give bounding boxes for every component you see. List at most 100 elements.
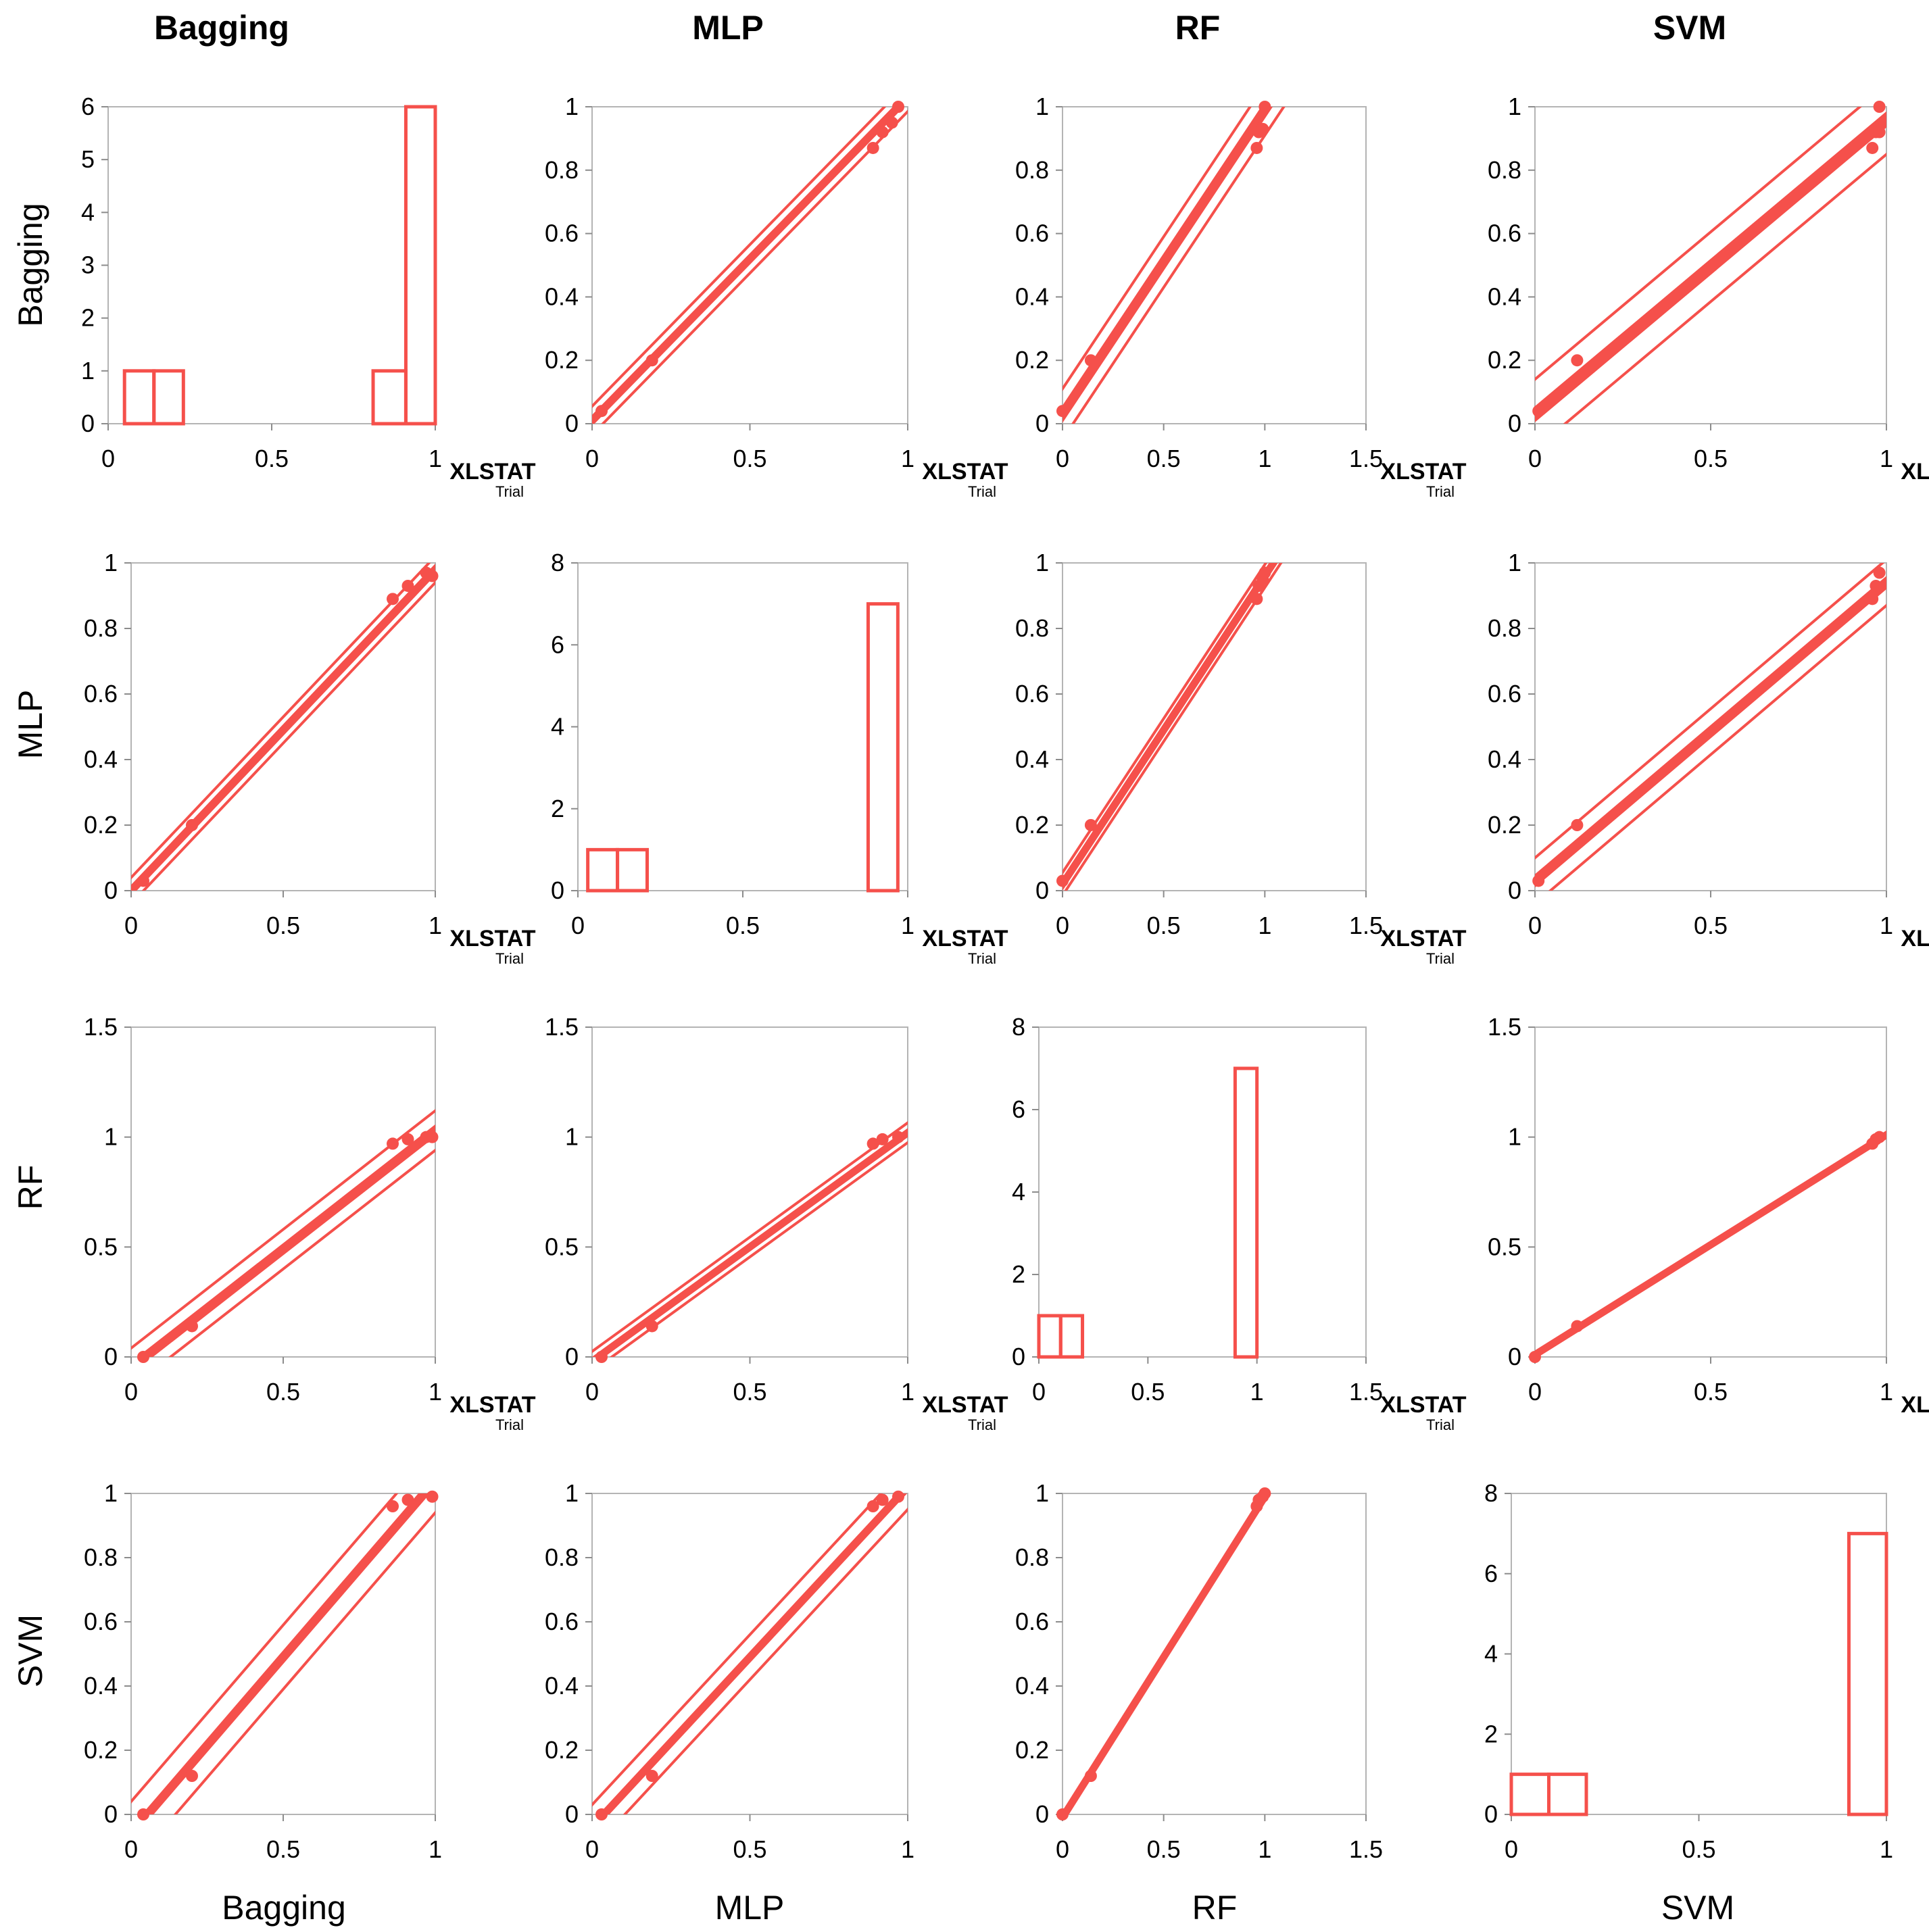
histogram-bar <box>371 369 408 426</box>
y-tick-label: 0 <box>551 876 564 904</box>
y-tick-label: 1 <box>565 1123 579 1151</box>
y-tick-label: 0 <box>104 1343 118 1370</box>
data-point <box>1256 122 1269 135</box>
data-point <box>1873 566 1886 579</box>
y-tick-label: 0 <box>1035 1800 1049 1828</box>
y-tick-label: 8 <box>1012 1013 1025 1041</box>
y-tick-label: 1 <box>104 1123 118 1151</box>
confidence-upper <box>592 107 897 419</box>
y-tick-label: 8 <box>1484 1479 1498 1507</box>
y-tick-label: 1 <box>104 549 118 576</box>
x-tick-label: 1 <box>1258 1835 1271 1863</box>
data-point <box>401 1133 414 1145</box>
confidence-upper <box>1063 1493 1268 1814</box>
y-tick-label: 3 <box>81 251 95 279</box>
plot-frame <box>1038 1026 1367 1358</box>
xlstat-watermark-trial: Trial <box>495 483 524 500</box>
x-tick-label: 0 <box>1056 912 1069 939</box>
x-tick-label: 0 <box>1032 1378 1046 1406</box>
y-tick-label: 6 <box>551 630 564 658</box>
column-titles: Bagging MLP RF SVM <box>154 9 1726 47</box>
data-point <box>866 141 879 154</box>
data-point <box>1873 1131 1886 1143</box>
data-point <box>137 1808 149 1820</box>
prediction-upper <box>1063 1493 1267 1814</box>
x-tick-label: 0 <box>1528 912 1542 939</box>
row-title-svm: SVM <box>11 1614 49 1687</box>
data-point <box>876 1133 889 1145</box>
x-tick-label: 0 <box>101 445 115 472</box>
fit-line <box>592 107 904 424</box>
xlstat-watermark: XLSTAT <box>1380 926 1466 951</box>
y-tick-label: 0.2 <box>1015 811 1049 839</box>
data-point <box>1084 1770 1097 1782</box>
xlstat-watermark-trial: Trial <box>495 1416 524 1433</box>
y-tick-label: 0.2 <box>1015 1736 1049 1764</box>
histogram-bar <box>1058 1314 1085 1359</box>
x-tick-label: 1 <box>1880 912 1893 939</box>
x-tick-label: 0 <box>585 1378 599 1406</box>
data-point <box>186 819 198 831</box>
data-point <box>1259 566 1271 579</box>
data-point <box>645 1320 658 1333</box>
plot-frame <box>577 562 908 891</box>
data-point <box>1259 101 1271 113</box>
y-tick-label: 0.4 <box>1015 282 1049 310</box>
prediction-lower <box>141 580 435 891</box>
prediction-lower <box>1065 1493 1271 1814</box>
plot-frame <box>1062 106 1367 424</box>
y-tick-label: 0 <box>1508 876 1521 904</box>
x-tick-label: 1 <box>901 1835 914 1863</box>
data-point <box>1870 579 1882 592</box>
data-point <box>645 1770 658 1782</box>
histogram-bar <box>1847 1531 1888 1816</box>
data-point <box>426 1490 439 1503</box>
x-tick-label: 0.5 <box>1147 912 1181 939</box>
x-tick-label: 1 <box>1880 445 1893 472</box>
prediction-upper <box>592 1121 908 1354</box>
panel-svm-vs-bagging: 0 0.2 0.4 0.6 0.8 1 0 0.5 1 <box>84 1479 442 1863</box>
y-tick-label: 0.8 <box>545 1543 579 1571</box>
data-point <box>1532 405 1545 418</box>
xlstat-watermark: XLSTAT <box>449 1392 535 1418</box>
plot-frame <box>591 1026 908 1358</box>
prediction-upper <box>131 563 431 880</box>
data-point <box>186 1320 198 1333</box>
y-tick-label: 1.5 <box>84 1013 118 1041</box>
prediction-upper <box>1535 107 1862 381</box>
confidence-upper <box>1535 111 1886 410</box>
y-tick-label: 1 <box>104 1479 118 1507</box>
data-point <box>387 593 399 605</box>
x-tick-label: 0 <box>585 445 599 472</box>
y-tick-label: 0.8 <box>1015 1543 1049 1571</box>
y-tick-label: 2 <box>1012 1260 1025 1288</box>
y-tick-label: 0.8 <box>1015 156 1049 184</box>
x-title-bagging: Bagging <box>222 1889 346 1927</box>
prediction-upper <box>131 1109 435 1350</box>
x-tick-label: 0.5 <box>726 912 760 939</box>
data-point <box>1056 874 1069 887</box>
xlstat-watermark-trial: Trial <box>495 950 524 967</box>
x-tick-label: 1 <box>1258 445 1271 472</box>
histogram-bar <box>1037 1314 1063 1359</box>
column-title-svm: SVM <box>1653 9 1726 47</box>
y-tick-label: 4 <box>81 198 95 226</box>
xlstat-watermark-trial: Trial <box>1426 1416 1455 1433</box>
y-tick-label: 0.5 <box>1488 1233 1521 1260</box>
prediction-lower <box>622 1507 908 1814</box>
confidence-upper <box>131 563 435 889</box>
x-tick-label: 0.5 <box>1694 912 1728 939</box>
histogram-bar <box>152 369 185 426</box>
panel-svm-vs-rf: 0 0.2 0.4 0.6 0.8 1 0 0.5 1 1.5 <box>1015 1479 1383 1863</box>
y-tick-label: 0.2 <box>1015 346 1049 374</box>
y-tick-label: 0 <box>1035 410 1049 437</box>
y-tick-label: 0.4 <box>545 282 579 310</box>
y-tick-label: 4 <box>551 713 564 741</box>
